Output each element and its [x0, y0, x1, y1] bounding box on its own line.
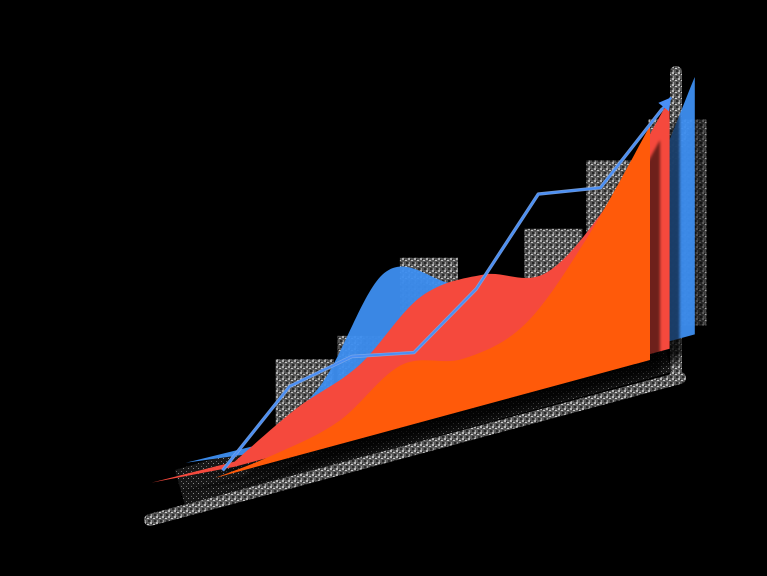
trend-arrow-head-icon [658, 97, 672, 112]
trend-line-core [221, 107, 664, 472]
area-series [125, 77, 705, 512]
x-axis-line [144, 372, 686, 526]
area-orange [125, 126, 650, 498]
trend-line-group [221, 96, 673, 472]
